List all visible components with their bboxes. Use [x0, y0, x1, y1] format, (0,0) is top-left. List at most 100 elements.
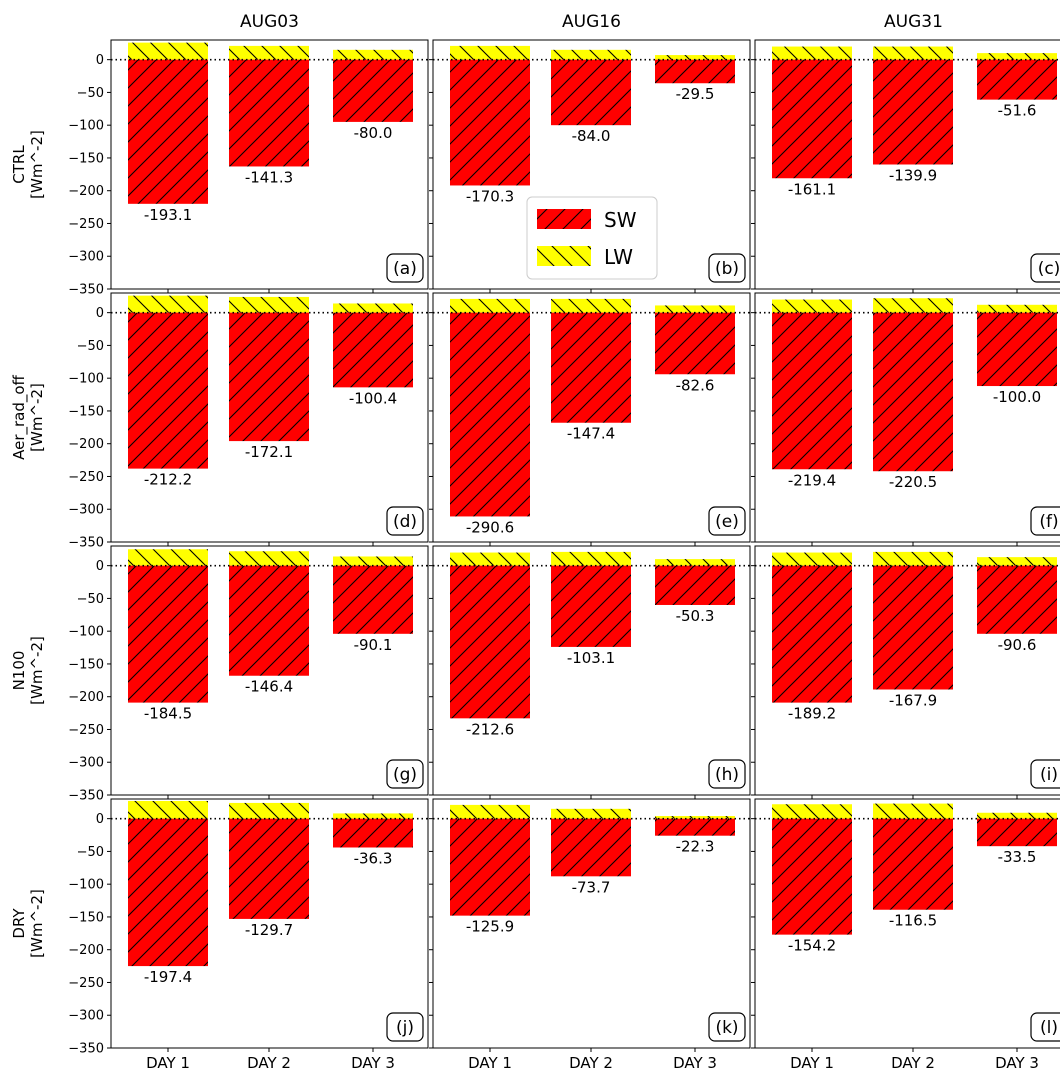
y-tick-label: −100	[68, 119, 104, 134]
lw-bar	[333, 49, 413, 60]
panel-frame	[754, 292, 1060, 543]
bar-value-label: -212.6	[466, 720, 514, 738]
y-tick-label: −100	[68, 878, 104, 893]
y-tick-label: −150	[68, 910, 104, 925]
row-label-name: DRY	[10, 908, 28, 939]
column-title: AUG03	[240, 12, 299, 32]
y-tick-label: −50	[77, 845, 104, 860]
y-tick-label: −250	[68, 723, 104, 738]
bar-value-label: -154.2	[788, 937, 836, 955]
row-label: Aer_rad_off [Wm^-2]	[10, 374, 46, 459]
bar-value-label: -73.7	[572, 878, 611, 896]
sw-bar	[977, 565, 1057, 634]
lw-bar	[128, 42, 208, 60]
y-tick-label: −50	[77, 592, 104, 607]
sw-bar	[128, 59, 208, 204]
lw-bar	[551, 49, 631, 60]
lw-bar	[551, 808, 631, 819]
lw-bar	[772, 299, 852, 313]
panel-tag-box	[1030, 759, 1060, 789]
bar-value-label: -82.6	[676, 376, 715, 394]
x-tick-label: DAY 3	[995, 1054, 1039, 1072]
y-tick-label: −100	[68, 372, 104, 387]
lw-bar	[333, 813, 413, 819]
bar-value-label: -103.1	[567, 649, 615, 667]
column-title: AUG16	[562, 12, 621, 32]
y-tick-label: −150	[68, 151, 104, 166]
y-tick-label: −150	[68, 404, 104, 419]
panel-frame	[754, 545, 1060, 796]
y-tick-label: −200	[68, 690, 104, 705]
lw-bar	[333, 556, 413, 566]
sw-bar	[450, 565, 530, 719]
panel-frame	[754, 798, 1060, 1049]
row-label-unit: [Wm^-2]	[28, 636, 46, 705]
bar-value-label: -100.4	[349, 389, 397, 407]
y-tick-label: −250	[68, 470, 104, 485]
sw-bar	[333, 818, 413, 848]
sw-bar	[229, 818, 309, 919]
sw-bar	[977, 312, 1057, 387]
row-label: N100 [Wm^-2]	[10, 636, 46, 705]
row-label-name: CTRL	[10, 145, 28, 184]
panel-l: -154.2 -116.5 -33.5 (l)	[754, 798, 1060, 1049]
y-tick-label: −300	[68, 250, 104, 265]
sw-bar	[873, 818, 953, 910]
panel-e: -290.6 -147.4 -82.6 (e)	[432, 292, 751, 543]
sw-bar	[873, 312, 953, 472]
panel-tag: (b)	[715, 259, 739, 279]
bar-value-label: -197.4	[144, 968, 192, 986]
panel-frame	[432, 545, 751, 796]
bar-value-label: -139.9	[889, 167, 937, 185]
y-tick-label: −150	[68, 657, 104, 672]
panel-tag-box	[1030, 1012, 1060, 1042]
lw-bar	[551, 298, 631, 313]
sw-bar	[333, 59, 413, 122]
sw-bar	[772, 312, 852, 470]
bar-value-label: -116.5	[889, 912, 937, 930]
panel-tag: (j)	[396, 1018, 414, 1038]
y-tick-label: −300	[68, 1009, 104, 1024]
sw-bar	[873, 565, 953, 690]
y-tick-label: −200	[68, 184, 104, 199]
x-tick-label: DAY 2	[891, 1054, 935, 1072]
lw-bar	[873, 298, 953, 313]
x-tick-label: DAY 3	[673, 1054, 717, 1072]
lw-bar	[977, 304, 1057, 313]
bar-value-label: -161.1	[788, 180, 836, 198]
panel-frame	[110, 545, 429, 796]
lw-bar	[229, 45, 309, 60]
bar-value-label: -189.2	[788, 705, 836, 723]
panel-c: -161.1 -139.9 -51.6 (c)	[754, 39, 1060, 290]
sw-bar	[229, 565, 309, 676]
y-tick-label: 0	[96, 812, 104, 827]
bar-value-label: -29.5	[676, 85, 715, 103]
sw-bar	[655, 312, 735, 375]
sw-bar	[977, 59, 1057, 100]
bar-value-label: -141.3	[245, 168, 293, 186]
y-tick-label: −50	[77, 339, 104, 354]
sw-bar	[450, 818, 530, 916]
lw-bar	[450, 45, 530, 60]
lw-bar	[772, 46, 852, 60]
row-label: DRY [Wm^-2]	[10, 889, 46, 958]
panel-tag-box	[386, 253, 424, 283]
y-tick-label: −300	[68, 756, 104, 771]
lw-bar	[450, 552, 530, 566]
panel-frame	[432, 292, 751, 543]
row-label-name: N100	[10, 651, 28, 691]
x-tick-label: DAY 1	[790, 1054, 834, 1072]
legend: SW LW	[526, 196, 658, 280]
bar-value-label: -219.4	[788, 471, 836, 489]
y-tick-label: −350	[68, 1042, 104, 1057]
panel-h: -212.6 -103.1 -50.3 (h)	[432, 545, 751, 796]
panel-g: -184.5 -146.4 -90.1 (g)	[110, 545, 429, 796]
panel-tag-box	[708, 759, 746, 789]
lw-bar	[128, 549, 208, 566]
row-label: CTRL [Wm^-2]	[10, 130, 46, 199]
lw-bar	[229, 296, 309, 313]
y-tick-label: −350	[68, 283, 104, 298]
sw-bar	[655, 818, 735, 836]
y-tick-label: −250	[68, 217, 104, 232]
bar-value-label: -290.6	[466, 518, 514, 536]
